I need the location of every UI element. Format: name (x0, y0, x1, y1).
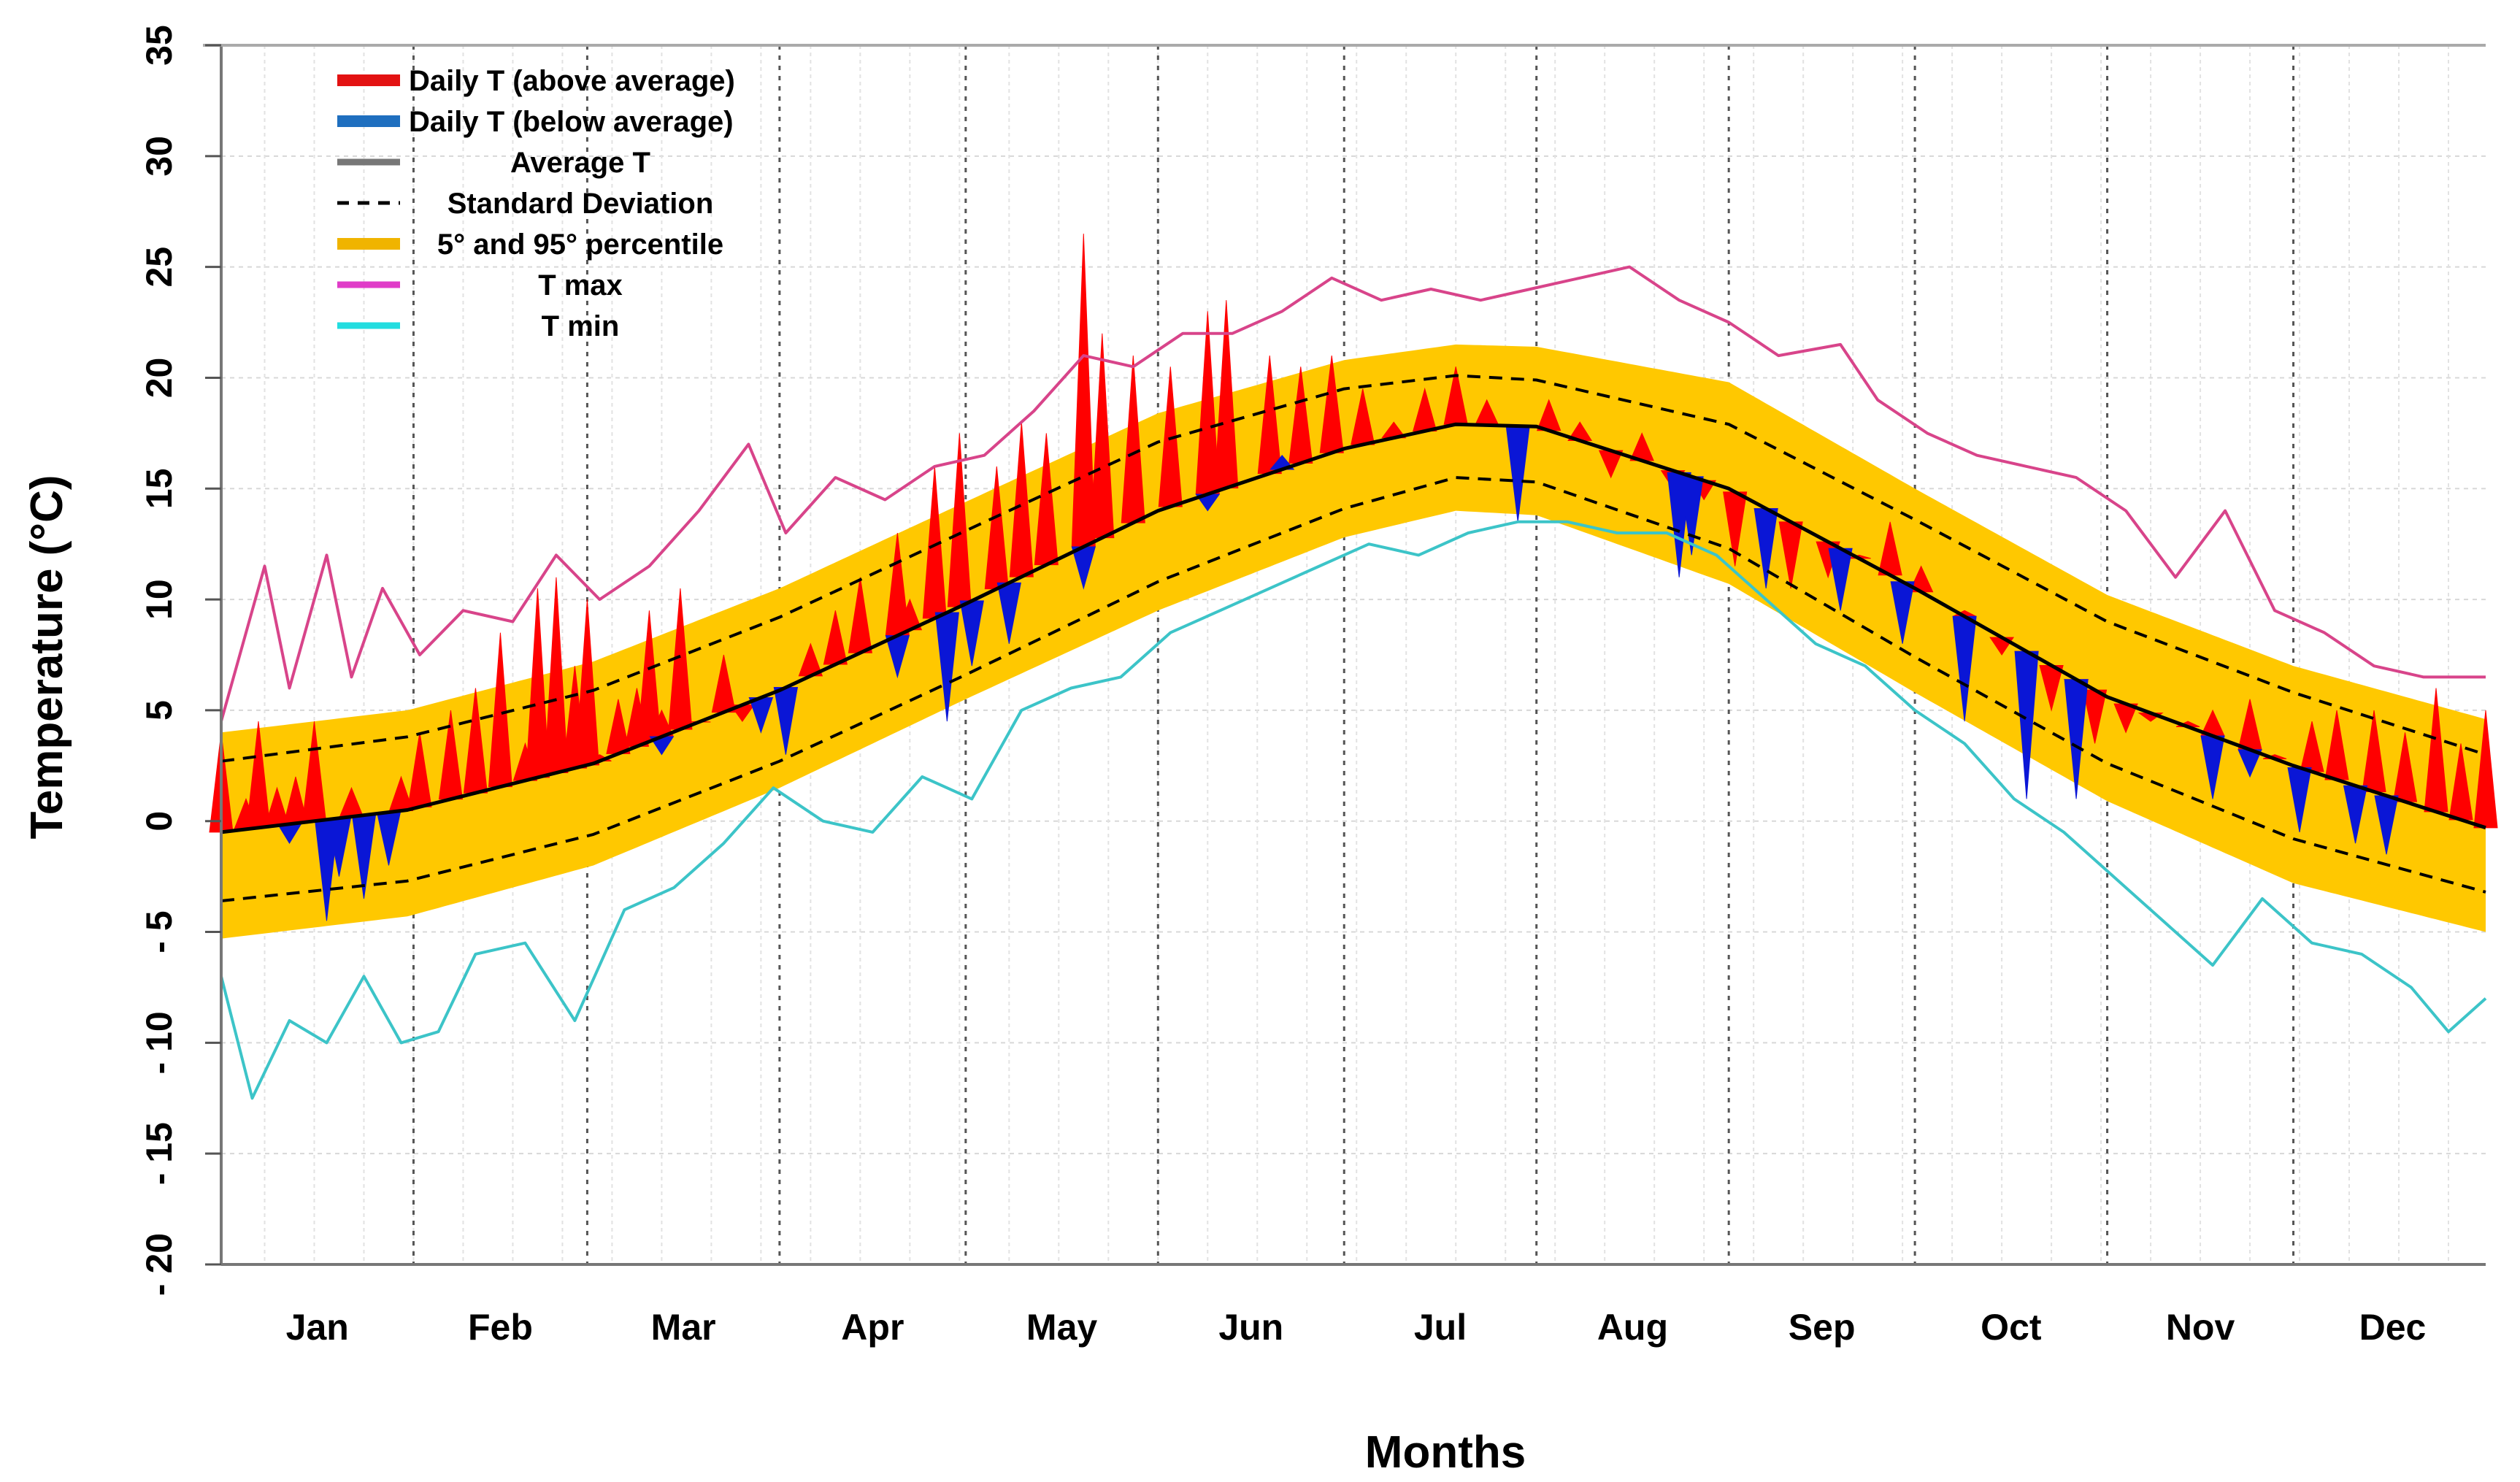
x-tick-label: Dec (2359, 1307, 2427, 1348)
y-tick-label: - 15 (139, 1122, 180, 1185)
x-tick-label: Jul (1414, 1307, 1467, 1348)
legend-swatch (337, 238, 400, 250)
y-tick-label: 25 (139, 247, 180, 288)
y-tick-label: 5 (139, 700, 180, 721)
tmin-line (220, 520, 2487, 1100)
y-tick-label: 20 (139, 358, 180, 399)
legend-label: Daily T (below average) (409, 106, 734, 138)
x-tick-label: Aug (1597, 1307, 1668, 1348)
legend-label: Standard Deviation (447, 188, 714, 220)
legend-label: Average T (510, 147, 650, 179)
x-tick-label: Mar (651, 1307, 716, 1348)
x-tick-label: Sep (1789, 1307, 1856, 1348)
legend-label: 5° and 95° percentile (437, 229, 723, 261)
above-average-spike (2473, 710, 2498, 829)
y-tick-label: 30 (139, 136, 180, 177)
x-axis-label: Months (1365, 1427, 1526, 1478)
tmax-line (220, 265, 2486, 722)
y-tick-label: - 20 (139, 1233, 180, 1296)
y-axis-label: Temperature (°C) (22, 475, 72, 839)
legend-swatch (337, 115, 400, 127)
legend: Daily T (above average) Daily T (below av… (337, 65, 735, 342)
y-tick-label: - 10 (139, 1011, 180, 1074)
plot-layer (209, 234, 2498, 1100)
y-tick-label: 10 (139, 579, 180, 620)
x-tick-label: Apr (841, 1307, 904, 1348)
sd-upper-line (220, 374, 2486, 763)
average-line (220, 422, 2486, 834)
x-tick-label: Feb (468, 1307, 533, 1348)
legend-swatch (337, 74, 400, 86)
y-tick-label: 0 (139, 811, 180, 832)
legend-label: Daily T (above average) (409, 65, 735, 97)
above-average-spike (1071, 234, 1096, 548)
x-tick-label: May (1026, 1307, 1097, 1348)
legend-label: T max (538, 269, 623, 302)
x-tick-label: Jan (286, 1307, 349, 1348)
y-tick-label: 35 (139, 25, 180, 66)
x-tick-label: Jun (1218, 1307, 1283, 1348)
legend-label: T min (542, 310, 620, 342)
y-tick-label: - 5 (139, 910, 180, 953)
x-tick-label: Oct (1981, 1307, 2042, 1348)
x-tick-label: Nov (2166, 1307, 2235, 1348)
axes-layer: 35 30 25 20 15 10 5 0 - 5 - 10 - 15 - 20 Jan Feb Mar Ap… (139, 25, 2486, 1348)
sd-lower-line (220, 476, 2486, 902)
y-tick-label: 15 (139, 468, 180, 509)
percentile-band (221, 344, 2486, 939)
